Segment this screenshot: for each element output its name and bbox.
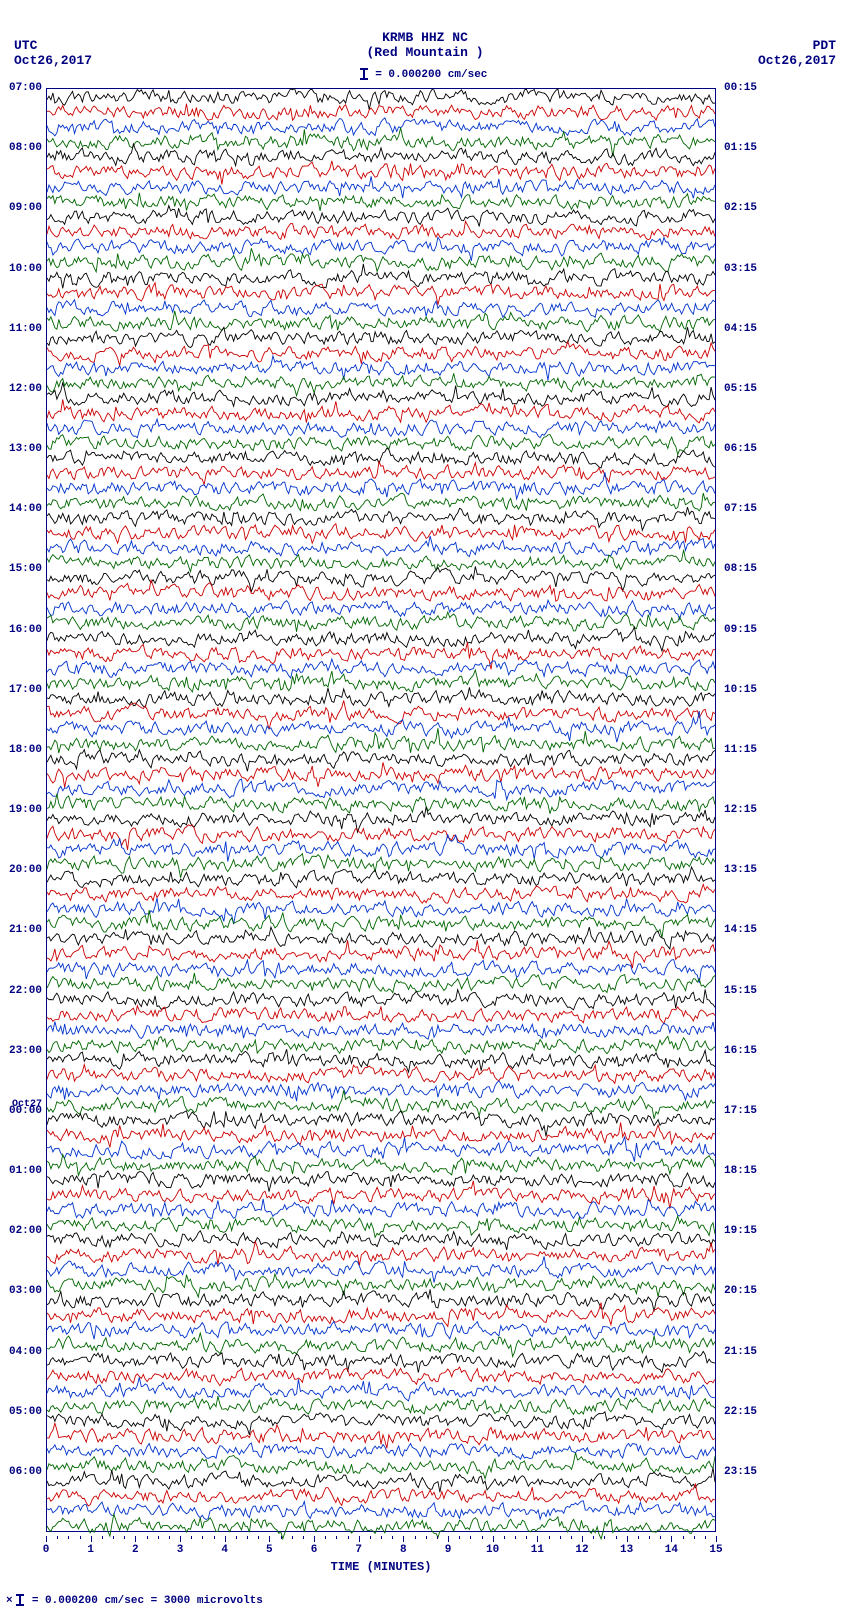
x-tick-label: 9: [445, 1544, 452, 1556]
pdt-hour-label: 05:15: [724, 384, 757, 395]
pdt-hour-label: 17:15: [724, 1106, 757, 1117]
x-tick-label: 14: [665, 1544, 678, 1556]
pdt-hour-label: 18:15: [724, 1166, 757, 1177]
tz-left-date: Oct26,2017: [14, 53, 92, 68]
utc-hour-label: 07:00: [9, 83, 42, 94]
y-axis-right: 00:1501:1502:1503:1504:1505:1506:1507:15…: [720, 88, 780, 1532]
footer-prefix: ×: [6, 1595, 13, 1607]
x-tick-label: 5: [266, 1544, 273, 1556]
station-location: (Red Mountain ): [0, 45, 850, 60]
scale-note: = 0.000200 cm/sec: [0, 68, 850, 81]
pdt-hour-label: 14:15: [724, 925, 757, 936]
x-axis: TIME (MINUTES) 0123456789101112131415: [46, 1536, 716, 1576]
pdt-hour-label: 00:15: [724, 83, 757, 94]
pdt-hour-label: 23:15: [724, 1467, 757, 1478]
x-axis-title: TIME (MINUTES): [46, 1560, 716, 1574]
utc-hour-label: 23:00: [9, 1046, 42, 1057]
scale-bar-icon: [363, 68, 365, 80]
utc-hour-label: 02:00: [9, 1226, 42, 1237]
x-tick-label: 12: [575, 1544, 588, 1556]
pdt-hour-label: 01:15: [724, 143, 757, 154]
x-tick-label: 7: [355, 1544, 362, 1556]
pdt-hour-label: 06:15: [724, 444, 757, 455]
timezone-right: PDT Oct26,2017: [758, 38, 836, 68]
x-tick-label: 8: [400, 1544, 407, 1556]
utc-hour-label: 12:00: [9, 384, 42, 395]
pdt-hour-label: 13:15: [724, 865, 757, 876]
utc-hour-label: 16:00: [9, 625, 42, 636]
pdt-hour-label: 07:15: [724, 504, 757, 515]
pdt-hour-label: 08:15: [724, 564, 757, 575]
seismogram-plot: [46, 88, 716, 1532]
footer-scale: × = 0.000200 cm/sec = 3000 microvolts: [6, 1594, 263, 1607]
pdt-hour-label: 15:15: [724, 986, 757, 997]
x-tick-label: 0: [43, 1544, 50, 1556]
utc-hour-label: 10:00: [9, 264, 42, 275]
x-tick-label: 15: [709, 1544, 722, 1556]
x-tick-label: 1: [87, 1544, 94, 1556]
tz-left-label: UTC: [14, 38, 92, 53]
pdt-hour-label: 21:15: [724, 1347, 757, 1358]
utc-hour-label: 04:00: [9, 1347, 42, 1358]
x-tick-label: 2: [132, 1544, 139, 1556]
utc-hour-label: 19:00: [9, 805, 42, 816]
tz-right-date: Oct26,2017: [758, 53, 836, 68]
footer-text: = 0.000200 cm/sec = 3000 microvolts: [32, 1595, 263, 1607]
timezone-left: UTC Oct26,2017: [14, 38, 92, 68]
y-axis-left: 07:0008:0009:0010:0011:0012:0013:0014:00…: [0, 88, 44, 1532]
chart-header: KRMB HHZ NC (Red Mountain ): [0, 30, 850, 60]
seismic-trace: [47, 1519, 715, 1533]
utc-hour-label: 17:00: [9, 685, 42, 696]
utc-hour-label: 18:00: [9, 745, 42, 756]
utc-hour-label: 09:00: [9, 203, 42, 214]
tz-right-label: PDT: [758, 38, 836, 53]
pdt-hour-label: 04:15: [724, 324, 757, 335]
x-tick-label: 11: [531, 1544, 544, 1556]
utc-hour-label: 05:00: [9, 1407, 42, 1418]
utc-hour-label: 14:00: [9, 504, 42, 515]
utc-hour-label: 11:00: [9, 324, 42, 335]
pdt-hour-label: 09:15: [724, 625, 757, 636]
x-tick-label: 10: [486, 1544, 499, 1556]
pdt-hour-label: 12:15: [724, 805, 757, 816]
x-tick-label: 3: [177, 1544, 184, 1556]
scale-bar-icon: [19, 1594, 21, 1606]
utc-hour-label: 22:00: [9, 986, 42, 997]
utc-hour-label: 21:00: [9, 925, 42, 936]
pdt-hour-label: 11:15: [724, 745, 757, 756]
pdt-hour-label: 20:15: [724, 1286, 757, 1297]
x-tick-label: 13: [620, 1544, 633, 1556]
pdt-hour-label: 03:15: [724, 264, 757, 275]
station-code: KRMB HHZ NC: [0, 30, 850, 45]
pdt-hour-label: 10:15: [724, 685, 757, 696]
utc-hour-label: 15:00: [9, 564, 42, 575]
pdt-hour-label: 19:15: [724, 1226, 757, 1237]
utc-hour-label: 20:00: [9, 865, 42, 876]
x-tick-label: 6: [311, 1544, 318, 1556]
utc-hour-label: 08:00: [9, 143, 42, 154]
utc-hour-label: 13:00: [9, 444, 42, 455]
utc-hour-label: 06:00: [9, 1467, 42, 1478]
pdt-hour-label: 02:15: [724, 203, 757, 214]
utc-hour-label: 01:00: [9, 1166, 42, 1177]
x-tick-label: 4: [221, 1544, 228, 1556]
scale-text: = 0.000200 cm/sec: [375, 69, 487, 81]
utc-hour-label: 03:00: [9, 1286, 42, 1297]
utc-hour-label: 00:00: [9, 1106, 42, 1117]
pdt-hour-label: 22:15: [724, 1407, 757, 1418]
pdt-hour-label: 16:15: [724, 1046, 757, 1057]
